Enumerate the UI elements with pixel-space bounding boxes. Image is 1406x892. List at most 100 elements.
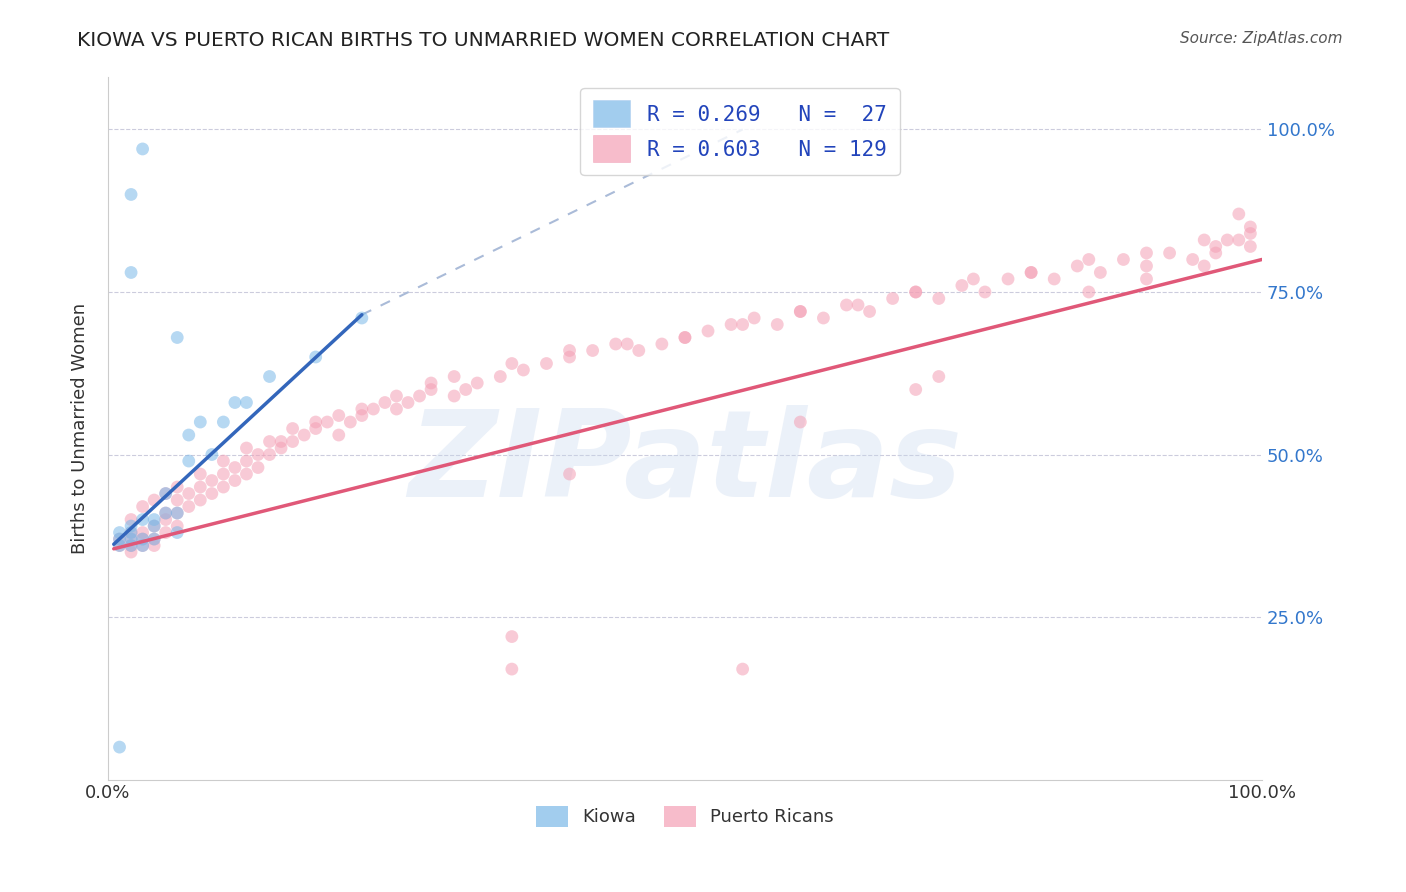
Point — [246, 448, 269, 462]
Point — [212, 454, 235, 468]
Point — [224, 395, 246, 409]
Point — [673, 330, 696, 344]
Point — [108, 539, 131, 553]
Point — [155, 486, 177, 500]
Point — [143, 519, 166, 533]
Point — [259, 434, 281, 449]
Point — [1077, 285, 1099, 299]
Point — [501, 357, 523, 371]
Point — [536, 357, 558, 371]
Point — [188, 415, 211, 429]
Point — [1239, 239, 1261, 253]
Point — [1192, 259, 1215, 273]
Point — [166, 480, 188, 494]
Point — [766, 318, 789, 332]
Point — [201, 474, 224, 488]
Point — [697, 324, 720, 338]
Point — [281, 421, 304, 435]
Point — [143, 532, 166, 546]
Point — [120, 525, 142, 540]
Point — [1159, 246, 1181, 260]
Point — [120, 512, 142, 526]
Point — [731, 318, 754, 332]
Point — [108, 532, 131, 546]
Point — [108, 539, 131, 553]
Text: Source: ZipAtlas.com: Source: ZipAtlas.com — [1180, 31, 1343, 46]
Point — [305, 421, 328, 435]
Point — [155, 506, 177, 520]
Point — [1192, 233, 1215, 247]
Point — [1019, 265, 1042, 279]
Point — [789, 415, 811, 429]
Point — [1135, 272, 1157, 286]
Point — [627, 343, 650, 358]
Point — [558, 350, 581, 364]
Point — [259, 369, 281, 384]
Point — [558, 343, 581, 358]
Point — [1019, 265, 1042, 279]
Point — [131, 142, 153, 156]
Point — [120, 525, 142, 540]
Point — [408, 389, 430, 403]
Point — [166, 330, 188, 344]
Point — [270, 441, 292, 455]
Point — [1135, 259, 1157, 273]
Point — [235, 454, 257, 468]
Point — [201, 486, 224, 500]
Point — [813, 311, 835, 326]
Point — [166, 525, 188, 540]
Point — [166, 506, 188, 520]
Point — [281, 434, 304, 449]
Point — [155, 525, 177, 540]
Point — [143, 519, 166, 533]
Point — [155, 512, 177, 526]
Point — [120, 519, 142, 533]
Point — [177, 486, 200, 500]
Point — [212, 480, 235, 494]
Point — [443, 389, 465, 403]
Point — [385, 402, 408, 417]
Point — [177, 454, 200, 468]
Point — [1043, 272, 1066, 286]
Point — [882, 292, 904, 306]
Point — [454, 383, 477, 397]
Point — [120, 539, 142, 553]
Point — [846, 298, 869, 312]
Point — [166, 506, 188, 520]
Point — [1066, 259, 1088, 273]
Point — [1216, 233, 1239, 247]
Point — [558, 467, 581, 481]
Point — [465, 376, 488, 390]
Text: ZIPatlas: ZIPatlas — [408, 405, 962, 522]
Point — [212, 467, 235, 481]
Point — [720, 318, 742, 332]
Point — [582, 343, 605, 358]
Point — [1205, 239, 1227, 253]
Point — [143, 493, 166, 508]
Point — [962, 272, 984, 286]
Point — [950, 278, 973, 293]
Point — [201, 448, 224, 462]
Point — [489, 369, 512, 384]
Point — [120, 532, 142, 546]
Point — [143, 539, 166, 553]
Point — [328, 409, 350, 423]
Point — [270, 434, 292, 449]
Point — [904, 285, 927, 299]
Point — [120, 545, 142, 559]
Point — [974, 285, 997, 299]
Point — [731, 662, 754, 676]
Point — [420, 383, 443, 397]
Y-axis label: Births to Unmarried Women: Births to Unmarried Women — [72, 303, 89, 554]
Point — [1227, 207, 1250, 221]
Point — [858, 304, 880, 318]
Point — [385, 389, 408, 403]
Point — [420, 376, 443, 390]
Point — [108, 740, 131, 755]
Point — [605, 337, 627, 351]
Text: KIOWA VS PUERTO RICAN BIRTHS TO UNMARRIED WOMEN CORRELATION CHART: KIOWA VS PUERTO RICAN BIRTHS TO UNMARRIE… — [77, 31, 890, 50]
Point — [108, 532, 131, 546]
Point — [501, 662, 523, 676]
Point — [997, 272, 1019, 286]
Point — [363, 402, 385, 417]
